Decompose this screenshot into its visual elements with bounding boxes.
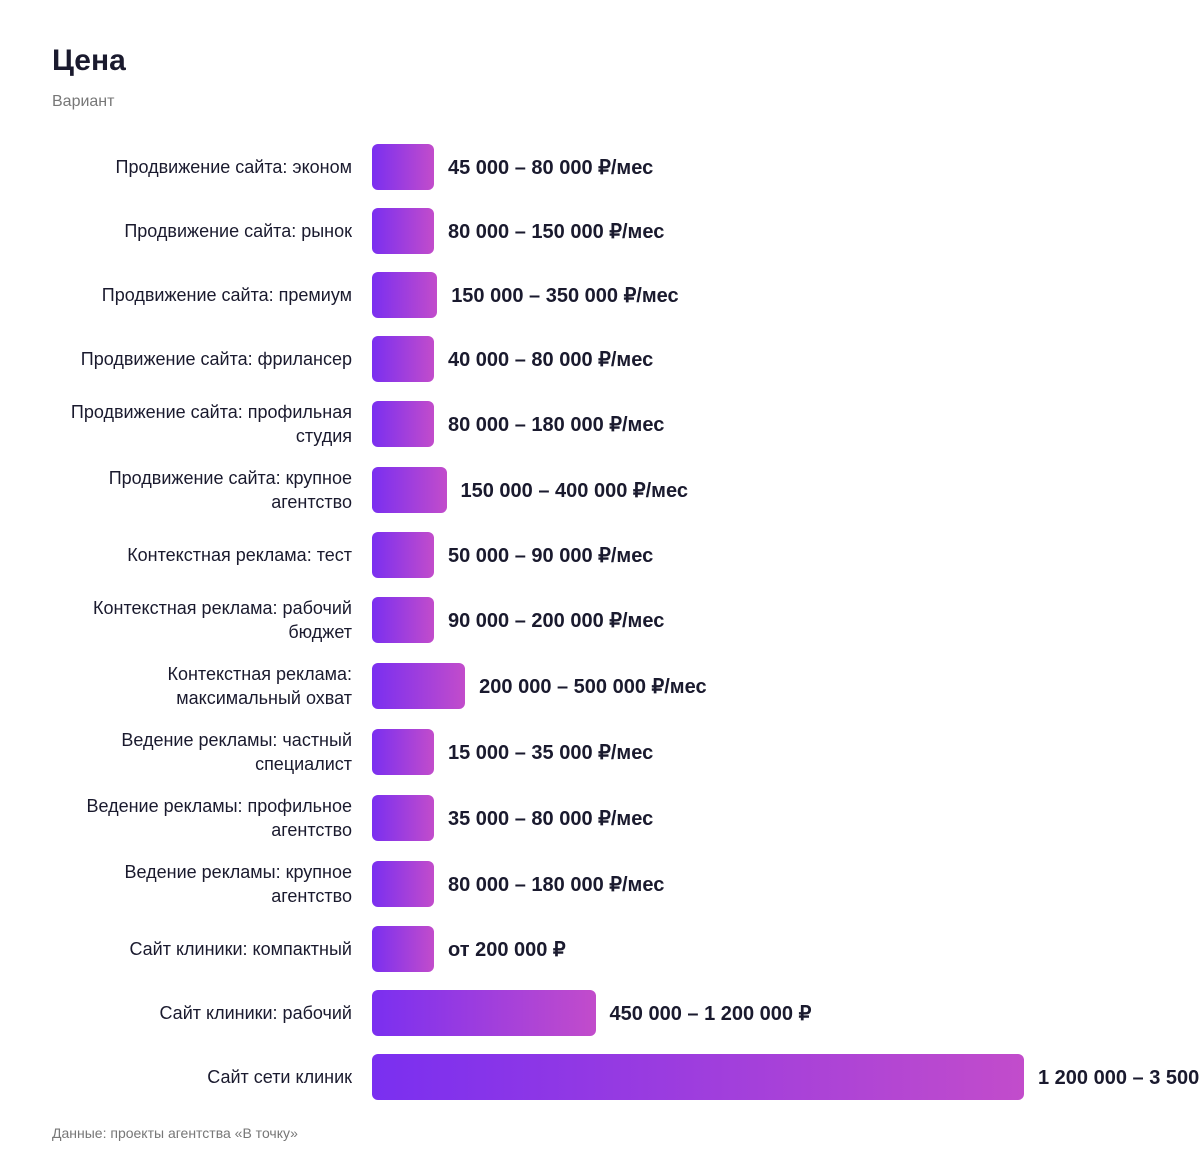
category-label: Продвижение сайта: эконом — [115, 157, 352, 177]
category-label: Продвижение сайта: рынок — [124, 221, 352, 241]
bar — [372, 729, 434, 775]
value-label: 80 000 – 150 000 ₽/мес — [448, 220, 665, 243]
chart-rows: Продвижение сайта: эконом 45 000 – 80 000… — [52, 144, 1200, 1118]
bar-row: Продвижение сайта: эконом 45 000 – 80 000… — [52, 144, 1200, 190]
bar — [372, 144, 434, 190]
bar — [372, 597, 434, 643]
bar-row: Ведение рекламы: крупное агентство 80 000… — [52, 860, 1200, 908]
category-label: Ведение рекламы: крупное агентство — [124, 862, 352, 906]
bar — [372, 861, 434, 907]
bar — [372, 336, 434, 382]
category-label: Контекстная реклама: максимальный охват — [167, 664, 352, 708]
value-label: 200 000 – 500 000 ₽/мес — [479, 675, 707, 698]
bar-row: Сайт клиники: рабочий 450 000 – 1 200 000… — [52, 990, 1200, 1036]
bar-row: Сайт клиники: компактный от 200 000 ₽ — [52, 926, 1200, 972]
bar-row: Контекстная реклама: максимальный охват 2… — [52, 662, 1200, 710]
bar-row: Контекстная реклама: рабочий бюджет 90 00… — [52, 596, 1200, 644]
bar-row: Ведение рекламы: профильное агентство 35 … — [52, 794, 1200, 842]
bar-row: Продвижение сайта: профильная студия 80 0… — [52, 400, 1200, 448]
bar-row: Ведение рекламы: частный специалист 15 00… — [52, 728, 1200, 776]
value-label: 15 000 – 35 000 ₽/мес — [448, 741, 654, 764]
category-label: Ведение рекламы: частный специалист — [121, 730, 352, 774]
value-label: 450 000 – 1 200 000 ₽ — [609, 1002, 812, 1025]
bar — [372, 990, 596, 1036]
category-label: Сайт клиники: компактный — [129, 939, 352, 959]
chart-title: Цена — [52, 44, 126, 77]
value-label: 80 000 – 180 000 ₽/мес — [448, 413, 665, 436]
value-label: 50 000 – 90 000 ₽/мес — [448, 544, 654, 567]
bar-row: Продвижение сайта: премиум 150 000 – 350 … — [52, 272, 1200, 318]
value-label: 35 000 – 80 000 ₽/мес — [448, 807, 654, 830]
category-label: Сайт клиники: рабочий — [159, 1003, 352, 1023]
category-label: Продвижение сайта: премиум — [101, 285, 352, 305]
value-label: 45 000 – 80 000 ₽/мес — [448, 156, 654, 179]
bar — [372, 1054, 1024, 1100]
category-label: Продвижение сайта: фрилансер — [80, 349, 352, 369]
bar-row: Продвижение сайта: крупное агентство 150 … — [52, 466, 1200, 514]
category-label: Ведение рекламы: профильное агентство — [86, 796, 352, 840]
category-label: Продвижение сайта: крупное агентство — [108, 468, 352, 512]
value-label: 80 000 – 180 000 ₽/мес — [448, 873, 665, 896]
value-label: от 200 000 ₽ — [448, 938, 566, 961]
bar — [372, 795, 434, 841]
category-label: Продвижение сайта: профильная студия — [70, 402, 352, 446]
bar-row: Продвижение сайта: рынок 80 000 – 150 000… — [52, 208, 1200, 254]
bar-row: Продвижение сайта: фрилансер 40 000 – 80 … — [52, 336, 1200, 382]
bar-row: Контекстная реклама: тест 50 000 – 90 000… — [52, 532, 1200, 578]
bar-row: Сайт сети клиник 1 200 000 – 3 500 000 ₽ — [52, 1054, 1200, 1100]
bar — [372, 532, 434, 578]
bar — [372, 401, 434, 447]
chart-subtitle: Вариант — [52, 93, 115, 110]
value-label: 150 000 – 350 000 ₽/мес — [451, 284, 679, 307]
bar — [372, 926, 434, 972]
bar — [372, 208, 434, 254]
bar — [372, 467, 447, 513]
value-label: 40 000 – 80 000 ₽/мес — [448, 348, 654, 371]
bar — [372, 663, 466, 709]
value-label: 1 200 000 – 3 500 000 ₽ — [1038, 1066, 1200, 1089]
category-label: Контекстная реклама: тест — [127, 545, 352, 565]
value-label: 150 000 – 400 000 ₽/мес — [460, 479, 688, 502]
category-label: Контекстная реклама: рабочий бюджет — [93, 598, 352, 642]
value-label: 90 000 – 200 000 ₽/мес — [448, 609, 665, 632]
category-label: Сайт сети клиник — [207, 1067, 352, 1087]
source-note: Данные: проекты агентства «В точку» — [52, 1125, 298, 1141]
bar — [372, 272, 438, 318]
